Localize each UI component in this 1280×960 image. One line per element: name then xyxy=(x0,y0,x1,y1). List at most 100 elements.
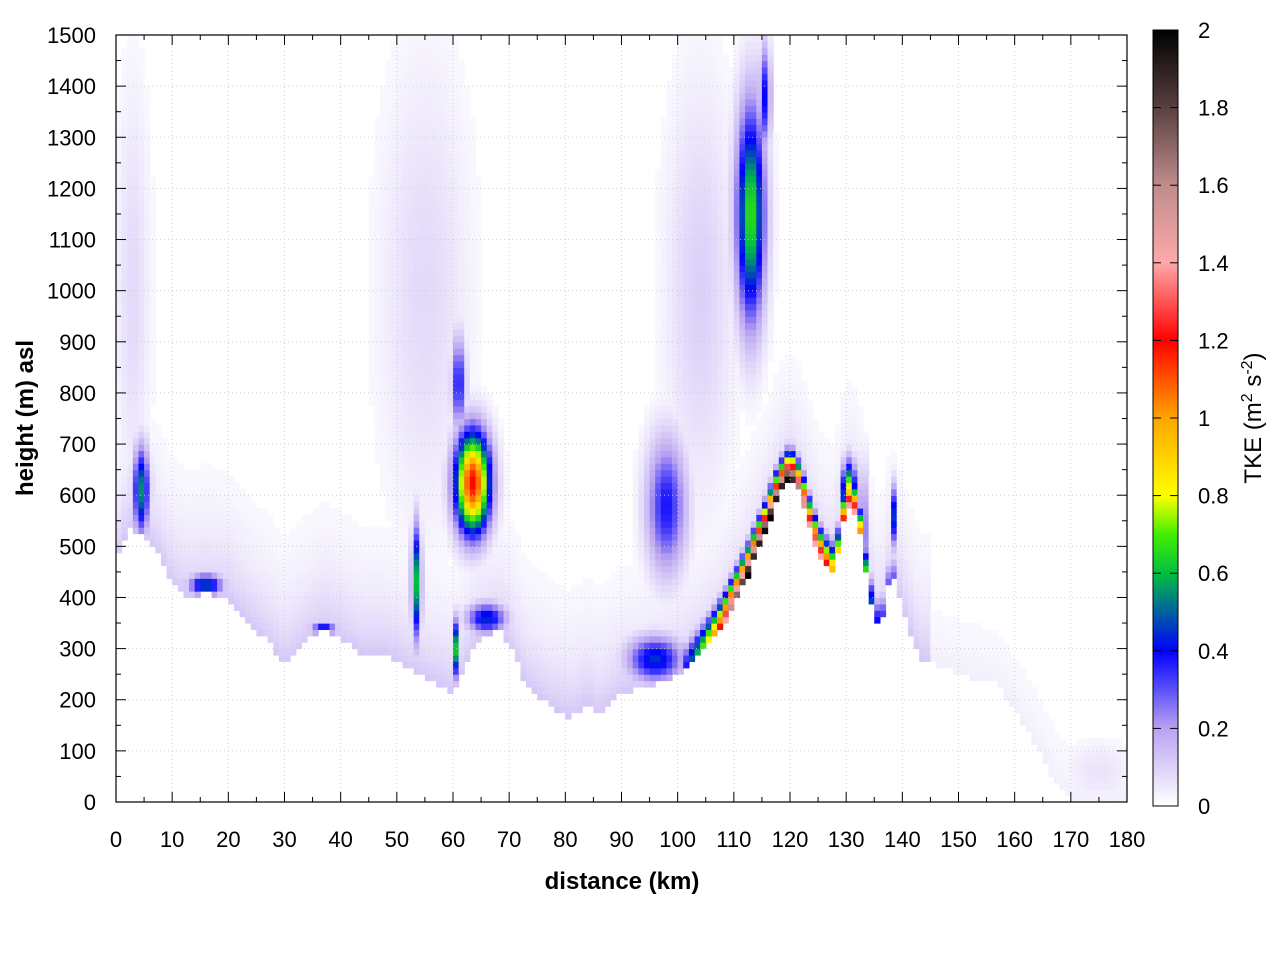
tke-cell xyxy=(408,514,415,522)
tke-cell xyxy=(683,412,690,420)
tke-cell xyxy=(211,514,218,522)
tke-cell xyxy=(301,565,308,573)
tke-cell xyxy=(149,284,156,292)
tke-cell xyxy=(486,597,493,605)
tke-cell xyxy=(492,514,499,522)
tke-cell xyxy=(424,322,432,330)
tke-cell xyxy=(464,316,471,324)
tke-cell xyxy=(149,175,156,183)
tke-cell xyxy=(396,162,404,170)
tke-cell xyxy=(228,597,235,605)
tke-cell xyxy=(250,539,258,547)
tke-cell xyxy=(408,610,415,618)
tke-cell xyxy=(632,533,639,541)
tke-cell xyxy=(660,143,668,151)
tke-cell xyxy=(655,552,662,560)
tke-cell xyxy=(542,693,550,701)
tke-cell xyxy=(447,258,454,266)
tke-cell xyxy=(273,635,280,643)
tke-cell xyxy=(469,322,477,330)
tke-cell xyxy=(632,501,639,509)
tke-cell xyxy=(441,392,448,400)
tke-cell xyxy=(391,597,398,605)
tke-cell xyxy=(335,571,342,579)
tke-cell xyxy=(688,501,696,509)
tke-cell xyxy=(436,98,443,106)
tke-cell xyxy=(200,501,207,509)
tke-cell xyxy=(458,316,465,324)
tke-cell xyxy=(149,431,156,439)
tke-cell xyxy=(436,578,443,586)
tke-cell xyxy=(200,571,207,579)
tke-cell xyxy=(464,297,471,305)
tke-cell xyxy=(396,137,404,145)
tke-cell xyxy=(385,437,392,445)
tke-cell xyxy=(447,501,454,509)
tke-cell xyxy=(391,226,398,234)
tke-cell xyxy=(132,482,140,490)
tke-cell xyxy=(385,469,392,477)
tke-cell xyxy=(655,431,662,439)
tke-cell xyxy=(481,603,488,611)
tke-cell xyxy=(396,41,404,49)
tke-cell xyxy=(374,603,381,611)
tke-cell xyxy=(430,405,437,413)
tke-cell xyxy=(278,533,286,541)
tke-cell xyxy=(711,360,718,368)
tke-cell xyxy=(424,642,432,650)
tke-cell xyxy=(649,667,656,675)
tke-cell xyxy=(711,603,718,611)
tke-cell xyxy=(138,130,145,138)
tke-cell xyxy=(576,635,583,643)
tke-cell xyxy=(340,520,347,528)
tke-cell xyxy=(615,654,623,662)
tke-cell xyxy=(649,456,656,464)
tke-cell xyxy=(436,507,443,515)
tke-cell xyxy=(672,335,679,343)
tke-cell xyxy=(312,623,319,631)
tke-cell xyxy=(172,514,179,522)
tke-cell xyxy=(655,341,662,349)
tke-cell xyxy=(250,533,258,541)
tke-cell xyxy=(430,552,437,560)
tke-cell xyxy=(458,124,465,132)
tke-cell xyxy=(374,533,381,541)
tke-cell xyxy=(267,616,274,624)
tke-cell xyxy=(127,130,134,138)
tke-cell xyxy=(295,565,302,573)
tke-cell xyxy=(672,616,679,624)
tke-cell xyxy=(660,156,668,164)
tke-cell xyxy=(447,316,454,324)
tke-cell xyxy=(688,35,696,42)
tke-cell xyxy=(132,245,140,253)
tke-cell xyxy=(716,597,724,605)
tke-cell xyxy=(144,239,151,247)
tke-cell xyxy=(464,507,471,515)
tke-cell xyxy=(666,571,673,579)
tke-cell xyxy=(638,610,645,618)
tke-cell xyxy=(621,571,628,579)
tke-cell xyxy=(497,584,505,592)
tke-cell xyxy=(677,137,684,145)
tke-cell xyxy=(570,674,578,682)
tke-cell xyxy=(469,424,477,432)
tke-cell xyxy=(408,329,415,337)
tke-cell xyxy=(374,546,381,554)
tke-cell xyxy=(430,539,437,547)
tke-cell xyxy=(700,47,707,55)
tke-cell xyxy=(649,495,656,503)
tke-cell xyxy=(481,482,488,490)
tke-cell xyxy=(497,482,505,490)
tke-cell xyxy=(548,686,555,694)
tke-cell xyxy=(458,213,465,221)
tke-cell xyxy=(700,137,707,145)
tke-cell xyxy=(138,277,145,285)
tke-cell xyxy=(492,444,499,452)
tke-cell xyxy=(716,322,724,330)
tke-cell xyxy=(177,552,184,560)
tke-cell xyxy=(391,386,398,394)
tke-cell xyxy=(391,514,398,522)
tke-cell xyxy=(138,380,145,388)
tke-cell xyxy=(453,431,460,439)
tke-cell xyxy=(700,373,707,381)
